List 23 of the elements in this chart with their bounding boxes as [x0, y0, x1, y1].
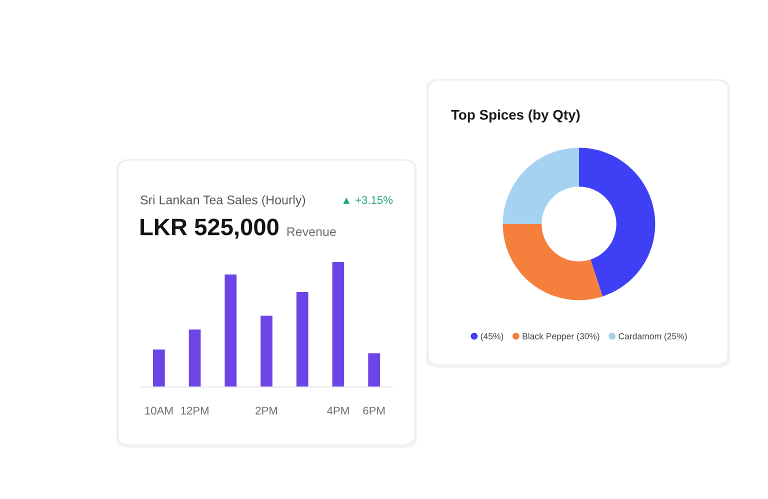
x-tick-label: 2PM: [256, 406, 278, 414]
bar: [260, 316, 272, 387]
x-tick-label: 4PM: [327, 406, 349, 414]
legend-label: (45%): [480, 332, 504, 342]
text: Revenue: [287, 227, 336, 236]
donut-slice: [502, 224, 603, 300]
bar: [188, 330, 201, 387]
chart-title: Sri Lankan Tea Sales (Hourly): [140, 195, 306, 207]
chart-title: Top Spices (by Qty): [451, 110, 580, 122]
text: ▲ +3.15%: [343, 196, 393, 204]
bar: [332, 262, 344, 387]
bar: [224, 274, 237, 387]
x-tick-label: 12PM: [181, 406, 208, 414]
chart-subtitle: LKR 525,000: [140, 218, 278, 239]
donut-slice: [502, 148, 579, 224]
bar: [368, 353, 380, 387]
donut-slice: [579, 148, 656, 296]
bar: [153, 350, 165, 387]
legend-label: Black Pepper (30%): [522, 332, 600, 342]
legend-label: Cardamom (25%): [618, 332, 687, 342]
x-tick-label: 6PM: [363, 406, 385, 415]
x-tick-label: 10AM: [145, 406, 173, 415]
bar: [296, 292, 308, 387]
